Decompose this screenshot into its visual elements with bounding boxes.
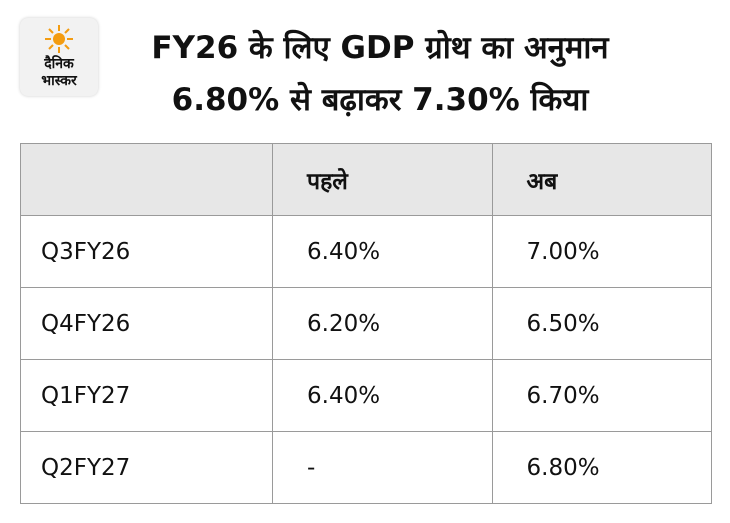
title: FY26 के लिए GDP ग्रोथ का अनुमान 6.80% से… (100, 22, 660, 126)
title-line: FY26 के लिए GDP ग्रोथ का अनुमान (151, 30, 609, 66)
table-cell: 6.70% (491, 359, 712, 432)
table-row: Q3FY26 6.40% 7.00% (20, 215, 712, 288)
table-cell: 6.40% (272, 215, 493, 288)
header-cell: अब (491, 143, 712, 216)
logo-sun (45, 25, 73, 53)
header-row: पहले अब (20, 143, 712, 216)
table-cell: 6.40% (272, 359, 493, 432)
table-cell: 6.50% (491, 287, 712, 360)
table-cell: Q2FY27 (20, 431, 273, 504)
logo-text: दैनिक (44, 56, 74, 72)
table-row: Q1FY27 6.40% 6.70% (20, 359, 712, 432)
title-line: 6.80% से बढ़ाकर 7.30% किया (171, 82, 589, 118)
logo-text: भास्कर (41, 73, 77, 89)
header-cell: पहले (272, 143, 493, 216)
table-cell: 6.20% (272, 287, 493, 360)
table-cell: 6.80% (491, 431, 712, 504)
table-cell: Q4FY26 (20, 287, 273, 360)
logo: दैनिक भास्कर (20, 18, 98, 96)
header-cell (20, 143, 273, 216)
table-cell: Q1FY27 (20, 359, 273, 432)
table: पहले अब Q3FY26 6.40% 7.00% Q4FY26 6.20% 6.50% Q1… (20, 143, 712, 504)
table-row: Q4FY26 6.20% 6.50% (20, 287, 712, 360)
table-cell: 7.00% (491, 215, 712, 288)
table-cell: Q3FY26 (20, 215, 273, 288)
table-row: Q2FY27-6.80% (20, 431, 712, 504)
table-cell: - (272, 431, 493, 504)
